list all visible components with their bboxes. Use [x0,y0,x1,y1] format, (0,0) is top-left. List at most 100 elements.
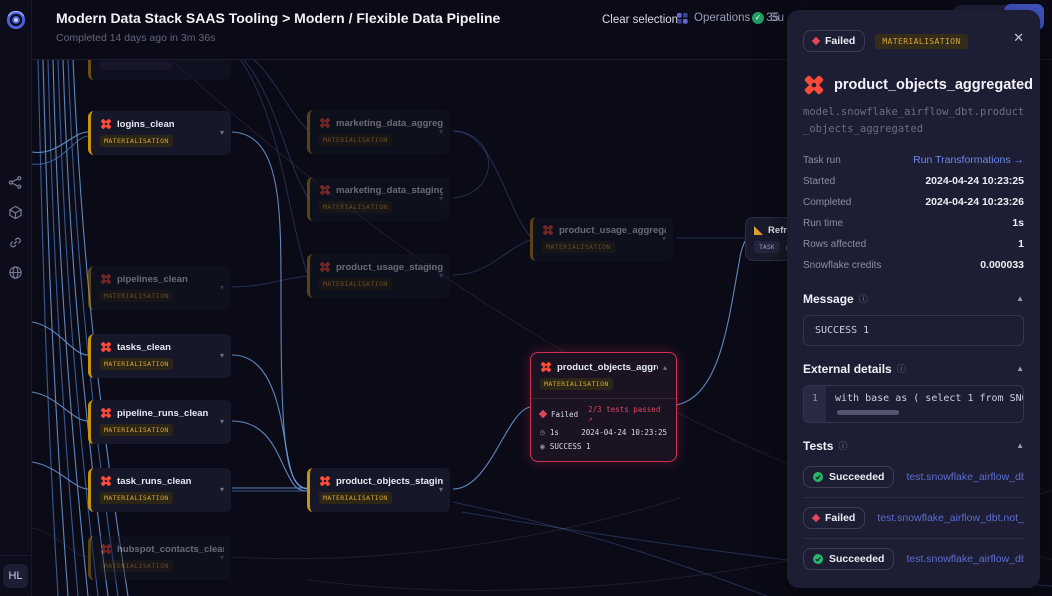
collapse-icon[interactable]: ▲ [1016,294,1024,304]
chevron-down-icon[interactable]: ▾ [219,553,224,562]
dag-node-marketing_data_aggregated[interactable]: marketing_data_aggregated ▾ MATERIALISAT… [307,110,450,154]
success-label: Su [770,12,785,24]
test-link[interactable]: test.snowflake_airflow_dbt.not_null_pr [877,511,1024,524]
dag-node-product_objects_aggregated-selected[interactable]: product_objects_aggregated ▴ MATERIALISA… [530,352,677,462]
materialisation-badge: MATERIALISATION [100,290,173,302]
dag-node-tasks_clean[interactable]: tasks_clean ▾ MATERIALISATION [88,334,231,378]
chevron-down-icon[interactable]: ▾ [661,234,666,243]
node-title: marketing_data_aggregated [336,117,443,129]
collapse-icon[interactable]: ▲ [1016,441,1024,451]
breadcrumb[interactable]: Modern Data Stack SAAS Tooling > Modern … [56,10,501,26]
node-title: Refre [768,225,793,236]
web-globe-icon[interactable] [8,265,23,280]
chevron-down-icon[interactable]: ▾ [219,417,224,426]
dag-node-marketing_data_staging[interactable]: marketing_data_staging ▾ MATERIALISATION [307,177,450,221]
materialisation-badge: MATERIALISATION [100,358,173,370]
task-badge: TASK [754,241,780,253]
info-icon: ⓘ [838,441,848,452]
message-section-header: Message ⓘ ▲ [803,291,1024,306]
test-row: Succeeded test.snowflake_airflow_dbt.not… [803,537,1024,579]
chevron-down-icon[interactable]: ▾ [219,351,224,360]
dag-node-pipelines_clean[interactable]: pipelines_clean ▾ MATERIALISATION [88,266,231,310]
dbt-icon [100,273,112,285]
chevron-down-icon[interactable]: ▾ [219,128,224,137]
chevron-down-icon[interactable]: ▾ [219,283,224,292]
node-title: tasks_clean [117,341,171,353]
node-timestamp: 2024-04-24 10:23:25 [581,428,667,437]
dbt-icon [804,75,824,95]
materialisation-badge: MATERIALISATION [319,201,392,213]
materialisation-badge: MATERIALISATION [875,33,968,49]
node-title: product_usage_staging [336,261,443,273]
sidebar: HL [0,0,32,596]
node-title: product_objects_staging [336,475,443,487]
header: Modern Data Stack SAAS Tooling > Modern … [32,0,1052,60]
connections-link-icon[interactable] [8,235,23,250]
materialisation-badge: MATERIALISATION [319,278,392,290]
materialisation-badge: MATERIALISATION [540,378,613,390]
collapse-icon[interactable]: ▲ [1016,364,1024,374]
materialisation-badge: MATERIALISATION [542,241,615,253]
chevron-down-icon[interactable]: ▾ [219,485,224,494]
model-path: model.snowflake_airflow_dbt.product_obje… [803,106,1025,135]
chevron-down-icon[interactable]: ▾ [438,127,443,136]
test-status-badge: Failed [803,506,866,529]
dag-node-task_runs_clean[interactable]: task_runs_clean ▾ MATERIALISATION [88,468,231,512]
message-content: SUCCESS 1 [815,324,870,336]
dag-node-hubspot_contacts_clean[interactable]: hubspot_contacts_clean ▾ MATERIALISATION [88,536,231,580]
task-warning-icon [754,226,763,235]
dag-node-product_usage_staging[interactable]: product_usage_staging ▾ MATERIALISATION [307,254,450,298]
dag-node-pipeline_runs_clean[interactable]: pipeline_runs_clean ▾ MATERIALISATION [88,400,231,444]
chevron-down-icon[interactable]: ▾ [438,271,443,280]
grid-icon [677,12,688,24]
dag-node-partial[interactable] [88,60,231,80]
dbt-icon [100,543,112,555]
status-badge: Failed [803,30,866,52]
clear-selection-button[interactable]: Clear selection [602,14,679,26]
collapse-chevron-icon[interactable]: ▴ [662,362,667,372]
node-title: product_objects_aggregated [557,361,658,373]
dbt-icon [100,407,112,419]
detail-value: 1s [1012,217,1024,230]
dag-node-product_objects_staging[interactable]: product_objects_staging ▾ MATERIALISATIO… [307,468,450,512]
pipelines-nav-icon[interactable] [8,175,23,190]
dag-node-logins_clean[interactable]: logins_clean ▾ MATERIALISATION [88,111,231,155]
assets-cube-icon[interactable] [8,205,23,220]
run-subtitle: Completed 14 days ago in 3m 36s [56,32,216,44]
task-run-link[interactable]: Run Transformations → [913,154,1024,167]
tests-section-header: Tests ⓘ ▲ [803,438,1024,453]
tests-passed-link[interactable]: 2/3 tests passed ↗ [588,405,661,423]
node-title: pipeline_runs_clean [117,407,209,419]
detail-row: Started 2024-04-24 10:23:25 [803,171,1024,192]
chevron-down-icon[interactable]: ▾ [438,485,443,494]
chevron-down-icon[interactable]: ▾ [438,194,443,203]
detail-rows: Task run Run Transformations → Started 2… [803,150,1024,276]
message-circle-icon: ◉ [540,441,545,451]
materialisation-badge: MATERIALISATION [100,560,173,572]
node-title: product_usage_aggregated [559,224,666,236]
dag-canvas[interactable]: logins_clean ▾ MATERIALISATION marketing… [32,60,1052,596]
materialisation-badge: MATERIALISATION [100,424,173,436]
avatar[interactable]: HL [3,564,28,588]
dag-node-product_usage_aggregated[interactable]: product_usage_aggregated ▾ MATERIALISATI… [530,217,673,261]
node-title: hubspot_contacts_clean [117,543,224,555]
app-logo[interactable] [5,9,27,31]
operations-count: 35 [766,12,780,24]
tests-list: Succeeded test.snowflake_airflow_dbt.uni… [803,457,1024,579]
success-filter[interactable]: ✓ Su [752,12,784,24]
test-link[interactable]: test.snowflake_airflow_dbt.not_null_pr [906,552,1024,565]
node-message: SUCCESS 1 [549,442,591,451]
sql-code: with base as ( select 1 from SNOWFLAKE [835,392,1023,404]
succeeded-check-icon [813,553,823,564]
panel-title: product_objects_aggregated [834,77,1034,93]
node-status: Failed [551,409,579,419]
operations-filter[interactable]: Operations • 35 [677,12,779,24]
failed-diamond-icon [811,36,821,46]
test-link[interactable]: test.snowflake_airflow_dbt.unique_pro [906,470,1024,483]
horizontal-scrollbar[interactable] [837,409,899,415]
close-icon[interactable]: ✕ [1013,30,1024,45]
detail-label: Task run [803,154,841,166]
test-status-badge: Succeeded [803,465,895,488]
dbt-icon [319,475,331,487]
operations-label: Operations [694,12,751,24]
